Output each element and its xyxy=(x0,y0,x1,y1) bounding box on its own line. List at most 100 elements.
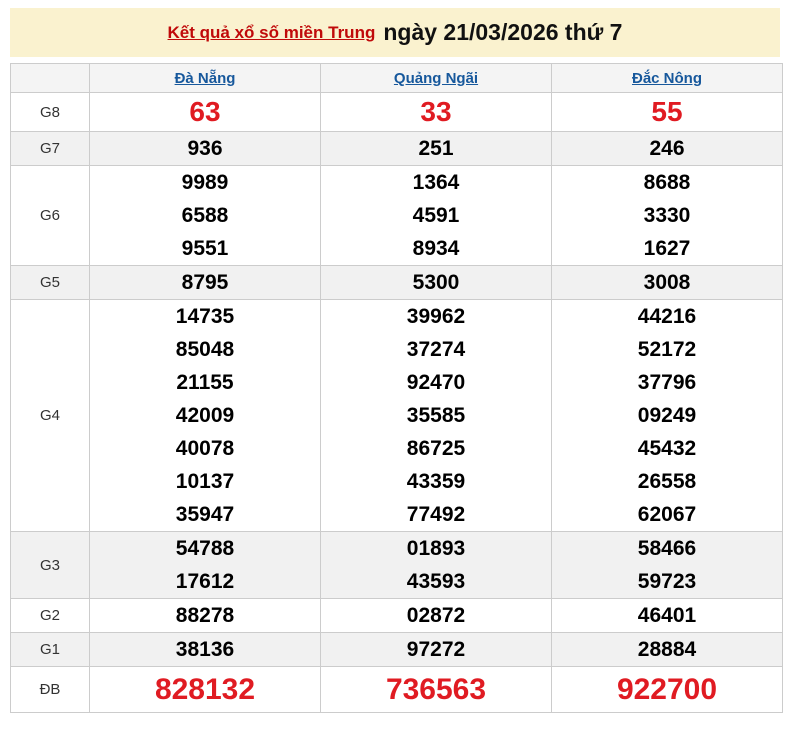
winning-number: 92470 xyxy=(406,371,466,394)
results-body: G8 63 33 55 G7 936 251 246 G6 9989 6588 9551 1364 459… xyxy=(10,92,783,713)
result-cell-G1-col1: 38136 xyxy=(89,632,321,667)
winning-number: 28884 xyxy=(637,638,697,661)
prize-label: G6 xyxy=(10,165,90,266)
winning-number: 46401 xyxy=(637,604,697,627)
prize-label: G4 xyxy=(10,299,90,532)
lottery-results-table: Đà Nẵng Quảng Ngãi Đắc Nông G8 63 33 55 G7 936 2… xyxy=(10,63,783,713)
winning-number: 43359 xyxy=(406,470,466,493)
prize-row-G4: G4 14735 85048 21155 42009 40078 10137 35947 399… xyxy=(10,299,783,532)
winning-number: 09249 xyxy=(637,404,697,427)
winning-number: 86725 xyxy=(406,437,466,460)
page-title-banner: Kết quả xổ số miền Trung ngày 21/03/2026… xyxy=(10,8,780,57)
winning-number: 02872 xyxy=(406,604,466,627)
result-cell-G8-col1: 63 xyxy=(89,92,321,132)
result-cell-G2-col2: 02872 xyxy=(320,598,552,633)
prize-label: G3 xyxy=(10,531,90,599)
winning-number: 936 xyxy=(187,137,223,160)
result-cell-G5-col1: 8795 xyxy=(89,265,321,300)
prize-label: G8 xyxy=(10,92,90,132)
prize-row-G2: G2 88278 02872 46401 xyxy=(10,598,783,633)
prize-row-G1: G1 38136 97272 28884 xyxy=(10,632,783,667)
result-cell-G2-col3: 46401 xyxy=(551,598,783,633)
winning-number: 35947 xyxy=(175,503,235,526)
prize-row-G6: G6 9989 6588 9551 1364 4591 8934 8688 3330 1627 xyxy=(10,165,783,266)
winning-number: 10137 xyxy=(175,470,235,493)
result-cell-G3-col3: 58466 59723 xyxy=(551,531,783,599)
prize-label: G1 xyxy=(10,632,90,667)
result-cell-G3-col1: 54788 17612 xyxy=(89,531,321,599)
prize-row-G5: G5 8795 5300 3008 xyxy=(10,265,783,300)
result-cell-G1-col3: 28884 xyxy=(551,632,783,667)
result-cell-G5-col2: 5300 xyxy=(320,265,552,300)
winning-number: 55 xyxy=(651,96,683,127)
winning-number: 44216 xyxy=(637,305,697,328)
winning-number: 58466 xyxy=(637,537,697,560)
winning-number: 43593 xyxy=(406,570,466,593)
winning-number: 9551 xyxy=(181,237,229,260)
winning-number: 62067 xyxy=(637,503,697,526)
winning-number: 39962 xyxy=(406,305,466,328)
winning-number: 246 xyxy=(649,137,685,160)
prize-row-G7: G7 936 251 246 xyxy=(10,131,783,166)
winning-number: 3008 xyxy=(643,271,691,294)
winning-number: 736563 xyxy=(385,673,487,706)
prize-row-G8: G8 63 33 55 xyxy=(10,92,783,132)
winning-number: 97272 xyxy=(406,638,466,661)
result-cell-G5-col3: 3008 xyxy=(551,265,783,300)
region-results-link[interactable]: Kết quả xổ số miền Trung xyxy=(167,22,376,42)
winning-number: 45432 xyxy=(637,437,697,460)
result-cell-ĐB-col1: 828132 xyxy=(89,666,321,713)
result-cell-G8-col3: 55 xyxy=(551,92,783,132)
winning-number: 251 xyxy=(418,137,454,160)
column-header-row: Đà Nẵng Quảng Ngãi Đắc Nông xyxy=(10,63,783,93)
result-cell-G1-col2: 97272 xyxy=(320,632,552,667)
winning-number: 88278 xyxy=(175,604,235,627)
winning-number: 63 xyxy=(189,96,221,127)
winning-number: 9989 xyxy=(181,171,229,194)
prize-label: G2 xyxy=(10,598,90,633)
winning-number: 17612 xyxy=(175,570,235,593)
result-cell-ĐB-col3: 922700 xyxy=(551,666,783,713)
draw-date-title: ngày 21/03/2026 thứ 7 xyxy=(383,19,623,45)
result-cell-G7-col1: 936 xyxy=(89,131,321,166)
winning-number: 8934 xyxy=(412,237,460,260)
province-header-2: Quảng Ngãi xyxy=(320,63,552,93)
winning-number: 14735 xyxy=(175,305,235,328)
result-cell-G8-col2: 33 xyxy=(320,92,552,132)
province-link[interactable]: Đắc Nông xyxy=(631,69,702,87)
winning-number: 5300 xyxy=(412,271,460,294)
winning-number: 26558 xyxy=(637,470,697,493)
result-cell-ĐB-col2: 736563 xyxy=(320,666,552,713)
winning-number: 38136 xyxy=(175,638,235,661)
winning-number: 8795 xyxy=(181,271,229,294)
prize-row-G3: G3 54788 17612 01893 43593 58466 59723 xyxy=(10,531,783,599)
prize-row-ĐB: ĐB 828132 736563 922700 xyxy=(10,666,783,713)
winning-number: 1364 xyxy=(412,171,460,194)
result-cell-G4-col1: 14735 85048 21155 42009 40078 10137 35947 xyxy=(89,299,321,532)
winning-number: 3330 xyxy=(643,204,691,227)
result-cell-G4-col3: 44216 52172 37796 09249 45432 26558 62067 xyxy=(551,299,783,532)
winning-number: 52172 xyxy=(637,338,697,361)
winning-number: 40078 xyxy=(175,437,235,460)
province-header-1: Đà Nẵng xyxy=(89,63,321,93)
winning-number: 828132 xyxy=(154,673,256,706)
winning-number: 42009 xyxy=(175,404,235,427)
result-cell-G3-col2: 01893 43593 xyxy=(320,531,552,599)
winning-number: 35585 xyxy=(406,404,466,427)
winning-number: 1627 xyxy=(643,237,691,260)
winning-number: 54788 xyxy=(175,537,235,560)
winning-number: 33 xyxy=(420,96,452,127)
result-cell-G6-col2: 1364 4591 8934 xyxy=(320,165,552,266)
result-cell-G7-col2: 251 xyxy=(320,131,552,166)
winning-number: 59723 xyxy=(637,570,697,593)
result-cell-G7-col3: 246 xyxy=(551,131,783,166)
winning-number: 37796 xyxy=(637,371,697,394)
province-link[interactable]: Đà Nẵng xyxy=(174,69,236,87)
province-link[interactable]: Quảng Ngãi xyxy=(393,69,479,87)
winning-number: 01893 xyxy=(406,537,466,560)
winning-number: 77492 xyxy=(406,503,466,526)
result-cell-G4-col2: 39962 37274 92470 35585 86725 43359 77492 xyxy=(320,299,552,532)
prize-label: G5 xyxy=(10,265,90,300)
winning-number: 37274 xyxy=(406,338,466,361)
winning-number: 21155 xyxy=(176,371,234,394)
